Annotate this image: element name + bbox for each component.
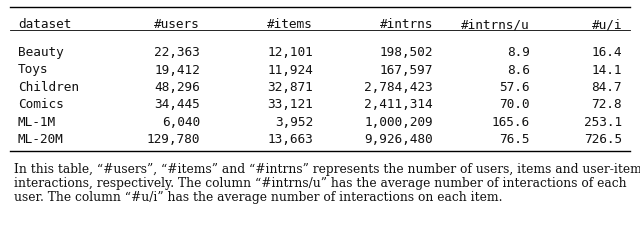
Text: 57.6: 57.6 — [499, 81, 530, 94]
Text: 70.0: 70.0 — [499, 98, 530, 111]
Text: 11,924: 11,924 — [268, 63, 313, 76]
Text: 3,952: 3,952 — [275, 116, 313, 128]
Text: 33,121: 33,121 — [268, 98, 313, 111]
Text: 14.1: 14.1 — [591, 63, 622, 76]
Text: 16.4: 16.4 — [591, 46, 622, 59]
Text: 2,784,423: 2,784,423 — [364, 81, 433, 94]
Text: 167,597: 167,597 — [380, 63, 433, 76]
Text: 13,663: 13,663 — [268, 133, 313, 146]
Text: 19,412: 19,412 — [154, 63, 200, 76]
Text: Toys: Toys — [18, 63, 49, 76]
Text: 48,296: 48,296 — [154, 81, 200, 94]
Text: dataset: dataset — [18, 18, 72, 31]
Text: #u/i: #u/i — [591, 18, 622, 31]
Text: user. The column “#u/i” has the average number of interactions on each item.: user. The column “#u/i” has the average … — [14, 190, 502, 203]
Text: 34,445: 34,445 — [154, 98, 200, 111]
Text: #intrns/u: #intrns/u — [461, 18, 530, 31]
Text: #items: #items — [268, 18, 313, 31]
Text: 12,101: 12,101 — [268, 46, 313, 59]
Text: 198,502: 198,502 — [380, 46, 433, 59]
Text: 76.5: 76.5 — [499, 133, 530, 146]
Text: ML-20M: ML-20M — [18, 133, 64, 146]
Text: interactions, respectively. The column “#intrns/u” has the average number of int: interactions, respectively. The column “… — [14, 176, 627, 189]
Text: 165.6: 165.6 — [492, 116, 530, 128]
Text: 253.1: 253.1 — [584, 116, 622, 128]
Text: 84.7: 84.7 — [591, 81, 622, 94]
Text: 129,780: 129,780 — [147, 133, 200, 146]
Text: Beauty: Beauty — [18, 46, 64, 59]
Text: 726.5: 726.5 — [584, 133, 622, 146]
Text: 8.6: 8.6 — [507, 63, 530, 76]
Text: 2,411,314: 2,411,314 — [364, 98, 433, 111]
Text: In this table, “#users”, “#items” and “#intrns” represents the number of users, : In this table, “#users”, “#items” and “#… — [14, 162, 640, 175]
Text: 72.8: 72.8 — [591, 98, 622, 111]
Text: #intrns: #intrns — [380, 18, 433, 31]
Text: 8.9: 8.9 — [507, 46, 530, 59]
Text: #users: #users — [154, 18, 200, 31]
Text: 32,871: 32,871 — [268, 81, 313, 94]
Text: 1,000,209: 1,000,209 — [364, 116, 433, 128]
Text: 6,040: 6,040 — [162, 116, 200, 128]
Text: 9,926,480: 9,926,480 — [364, 133, 433, 146]
Text: Comics: Comics — [18, 98, 64, 111]
Text: Children: Children — [18, 81, 79, 94]
Text: ML-1M: ML-1M — [18, 116, 56, 128]
Text: 22,363: 22,363 — [154, 46, 200, 59]
